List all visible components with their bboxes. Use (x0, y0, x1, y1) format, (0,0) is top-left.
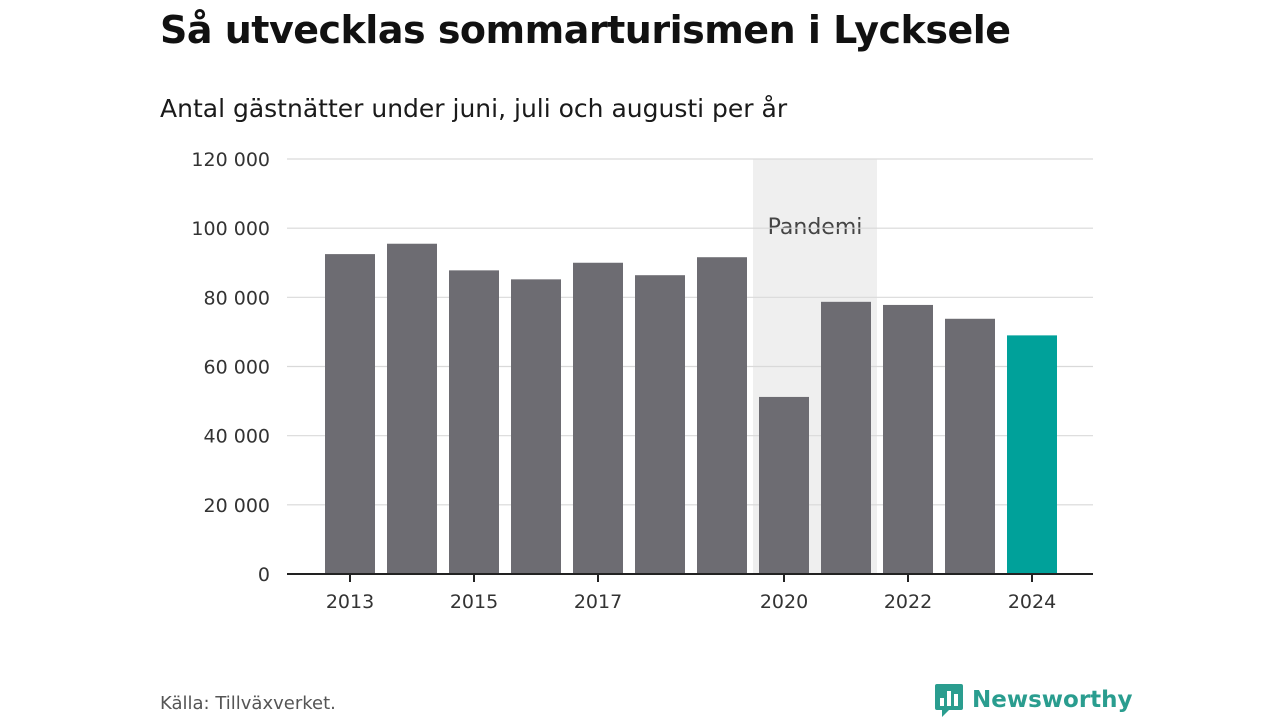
bar-2017 (573, 262, 623, 574)
bar-2021 (821, 301, 871, 574)
bar-2015 (449, 270, 499, 574)
bar-2022 (883, 304, 933, 574)
x-tick-label: 2015 (450, 591, 498, 613)
x-tick-label: 2022 (884, 591, 932, 613)
bar-2023 (945, 318, 995, 574)
x-tick-label: 2017 (574, 591, 622, 613)
newsworthy-logo-icon (935, 684, 963, 717)
bar-2024 (1007, 335, 1057, 574)
brand-name: Newsworthy (972, 687, 1133, 713)
x-axis-ticks: 2013 2015 2017 2020 2022 2024 (326, 574, 1056, 613)
y-axis-ticks: 0 20 000 40 000 60 000 80 000 100 000 120 000 (191, 149, 270, 586)
brand-logo[interactable]: Newsworthy (934, 682, 1133, 718)
bar-chart: Pandemi 0 20 000 40 000 60 000 80 000 100 000… (191, 149, 1093, 613)
y-tick-label: 0 (258, 564, 270, 586)
y-tick-label: 120 000 (191, 149, 270, 171)
bar-2016 (511, 279, 561, 574)
x-tick-label: 2013 (326, 591, 374, 613)
bar-2013 (325, 254, 375, 574)
x-tick-label: 2024 (1008, 591, 1056, 613)
bar-2018 (635, 275, 685, 574)
bars (325, 243, 1057, 574)
y-tick-label: 80 000 (204, 287, 270, 309)
chart-subtitle: Antal gästnätter under juni, juli och au… (160, 94, 788, 123)
y-tick-label: 40 000 (204, 426, 270, 448)
y-tick-label: 60 000 (204, 357, 270, 379)
y-tick-label: 20 000 (204, 495, 270, 517)
bar-2019 (697, 257, 747, 574)
bar-2014 (387, 243, 437, 574)
y-tick-label: 100 000 (191, 218, 270, 240)
x-tick-label: 2020 (760, 591, 808, 613)
source-note: Källa: Tillväxverket. (160, 693, 336, 714)
chart-title: Så utvecklas sommarturismen i Lycksele (160, 8, 1011, 52)
bar-2020 (759, 396, 809, 574)
pandemic-band-label: Pandemi (768, 215, 863, 240)
